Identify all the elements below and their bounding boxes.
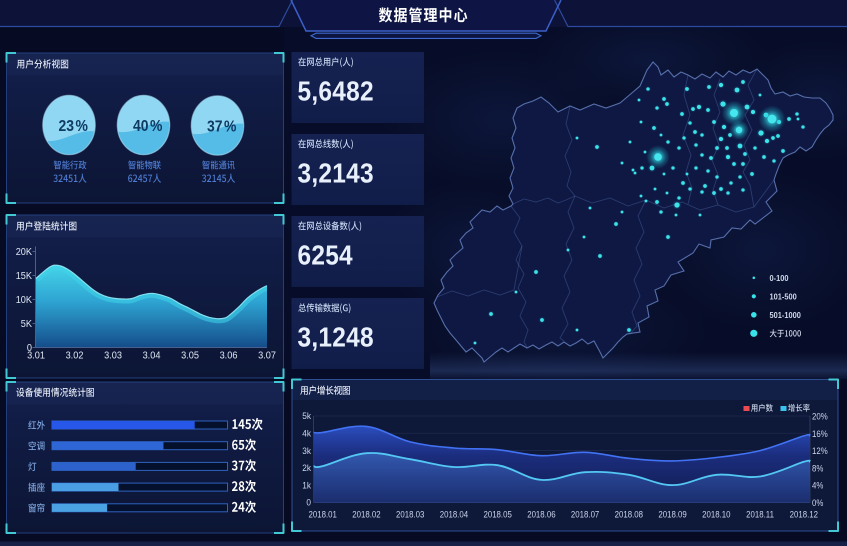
- svg-text:8%: 8%: [812, 463, 824, 474]
- svg-text:23: 23: [58, 117, 74, 135]
- svg-text:3,2143: 3,2143: [298, 157, 374, 189]
- svg-text:3.06: 3.06: [220, 350, 238, 362]
- svg-text:4%: 4%: [812, 480, 824, 491]
- svg-text:12%: 12%: [812, 446, 828, 457]
- svg-text:501-1000: 501-1000: [770, 311, 802, 321]
- svg-text:2018.11: 2018.11: [746, 509, 774, 520]
- svg-text:3k: 3k: [302, 445, 311, 456]
- svg-text:0-100: 0-100: [770, 274, 789, 284]
- svg-text:%: %: [224, 118, 236, 136]
- svg-text:6254: 6254: [298, 239, 353, 271]
- svg-text:3.07: 3.07: [258, 350, 276, 362]
- svg-text:0: 0: [27, 342, 33, 354]
- svg-text:37: 37: [207, 118, 223, 136]
- svg-text:2018.04: 2018.04: [440, 509, 469, 520]
- svg-text:15K: 15K: [16, 270, 33, 282]
- svg-text:0%: 0%: [812, 497, 824, 508]
- svg-text:5,6482: 5,6482: [298, 75, 374, 107]
- svg-text:2018.07: 2018.07: [571, 509, 600, 520]
- svg-text:16%: 16%: [812, 428, 828, 439]
- svg-text:2018.02: 2018.02: [352, 509, 381, 520]
- svg-text:0: 0: [306, 497, 311, 508]
- svg-text:3,1248: 3,1248: [298, 321, 374, 353]
- svg-text:5k: 5k: [302, 411, 311, 422]
- svg-text:1k: 1k: [302, 480, 311, 491]
- svg-text:3.04: 3.04: [143, 350, 161, 362]
- svg-text:20%: 20%: [812, 411, 828, 422]
- svg-text:2018.08: 2018.08: [615, 509, 644, 520]
- svg-text:2018.12: 2018.12: [790, 509, 819, 520]
- svg-text:2018.09: 2018.09: [658, 509, 687, 520]
- svg-text:2018.10: 2018.10: [702, 509, 731, 520]
- svg-text:%: %: [150, 117, 162, 135]
- svg-text:20K: 20K: [16, 246, 33, 258]
- svg-text:%: %: [76, 117, 88, 135]
- svg-text:2018.01: 2018.01: [309, 509, 338, 520]
- svg-text:2018.05: 2018.05: [483, 509, 512, 520]
- svg-text:40: 40: [133, 117, 149, 135]
- svg-text:2018.03: 2018.03: [396, 509, 425, 520]
- svg-text:5K: 5K: [21, 318, 33, 330]
- svg-text:3.03: 3.03: [104, 350, 122, 362]
- svg-text:101-500: 101-500: [770, 292, 798, 302]
- svg-text:3.01: 3.01: [27, 350, 45, 362]
- svg-text:2018.06: 2018.06: [527, 509, 556, 520]
- svg-text:10K: 10K: [16, 294, 33, 306]
- svg-text:3.02: 3.02: [66, 350, 84, 362]
- svg-text:3.05: 3.05: [181, 350, 199, 362]
- svg-text:2k: 2k: [302, 463, 311, 474]
- svg-text:4k: 4k: [302, 428, 311, 439]
